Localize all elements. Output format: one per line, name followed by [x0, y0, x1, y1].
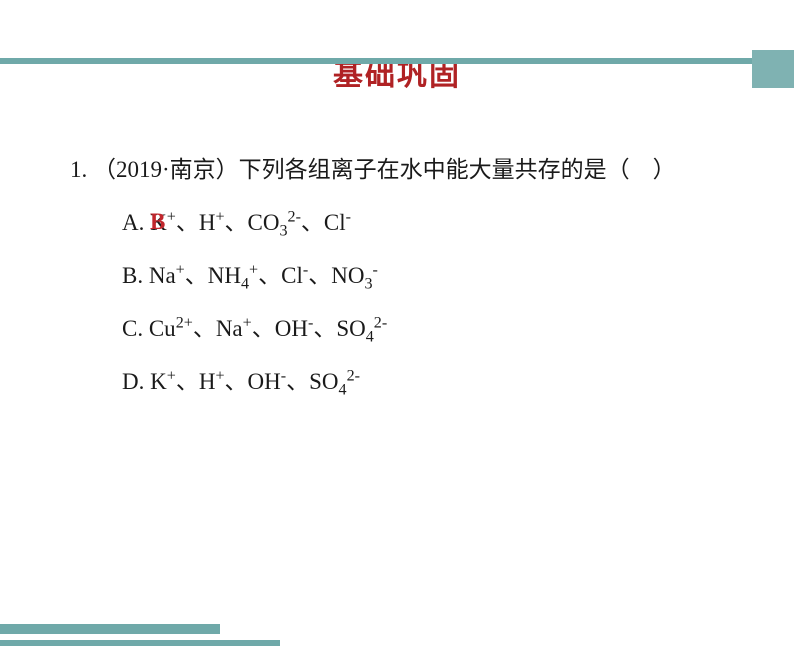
question-text-1: 下列各组离子在水中能大量共存的是（ [239, 157, 630, 182]
question-source: （2019·南京） [93, 157, 239, 182]
option-d: D. K+、H+、OH-、SO42- [70, 356, 734, 409]
option-b: B. Na+、NH4+、Cl-、NO3- [70, 250, 734, 303]
option-a: A. K+、H+、CO32-、Cl- [70, 197, 734, 250]
bottom-bar-lower [0, 640, 280, 646]
question-text-2: ） [653, 157, 676, 182]
option-c: C. Cu2+、Na+、OH-、SO42- [70, 303, 734, 356]
bottom-decoration [0, 618, 320, 646]
question-block: 1. （2019·南京）下列各组离子在水中能大量共存的是（ ） B A. K+、… [0, 144, 794, 408]
bottom-bar-upper [0, 624, 220, 634]
corner-decoration [752, 50, 794, 88]
question-number: 1. [70, 157, 87, 182]
answer-letter: B [150, 196, 165, 249]
section-title: 基础巩固 [0, 50, 794, 94]
question-stem: 1. （2019·南京）下列各组离子在水中能大量共存的是（ ） B [70, 144, 734, 197]
top-border-bar [0, 58, 752, 64]
